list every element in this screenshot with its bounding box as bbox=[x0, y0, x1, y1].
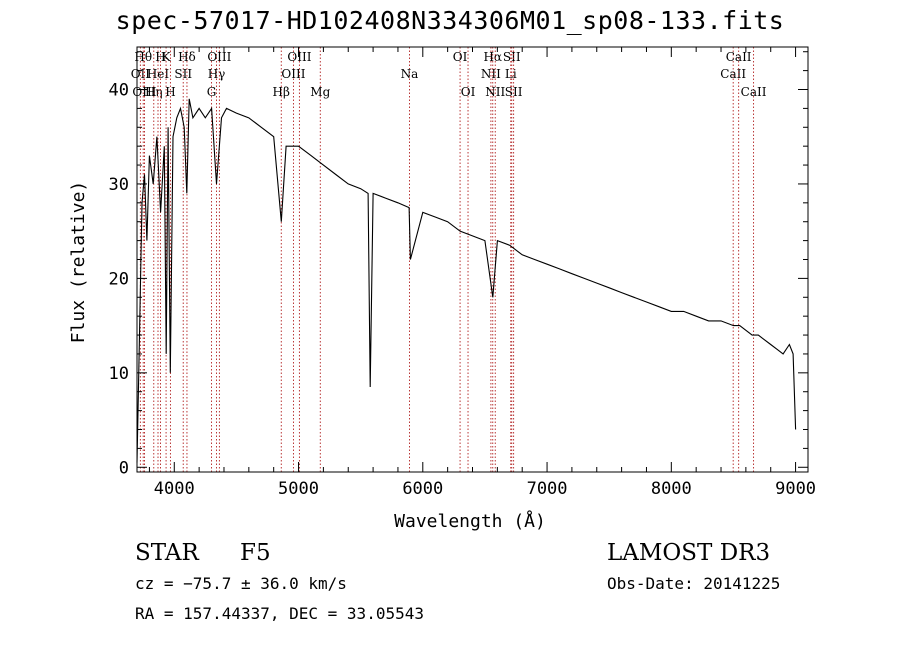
line-label: OIII bbox=[132, 85, 156, 99]
observation-date: Obs-Date: 20141225 bbox=[607, 574, 781, 593]
survey-label: LAMOST DR3 bbox=[607, 540, 771, 566]
x-axis-label: Wavelength (Å) bbox=[394, 510, 546, 532]
line-label: Na bbox=[401, 67, 419, 81]
line-label: CaII bbox=[741, 85, 767, 99]
line-label: Hγ bbox=[208, 67, 226, 81]
spectral-line-markers: OIIHθOIIIHηHeIHKHSIIHδGHγOIIIHβOIIIOIIIM… bbox=[131, 47, 767, 472]
line-label: Mg bbox=[310, 85, 330, 99]
line-label: SII bbox=[503, 50, 521, 64]
line-label: HeI bbox=[147, 67, 170, 81]
axis-ticks: 4000 5000 6000 7000 8000 9000 0 10 20 30 40 bbox=[109, 47, 816, 499]
x-tick-label: 8000 bbox=[651, 479, 692, 499]
line-label: NII bbox=[485, 85, 505, 99]
object-subclass: F5 bbox=[240, 540, 271, 566]
y-tick-label: 20 bbox=[109, 269, 129, 289]
line-label: OI bbox=[461, 85, 476, 99]
line-label: CaII bbox=[720, 67, 746, 81]
y-axis-label: Flux (relative) bbox=[68, 181, 89, 344]
line-label: OIII bbox=[287, 50, 311, 64]
y-tick-label: 40 bbox=[109, 81, 129, 101]
line-label: NII bbox=[481, 67, 501, 81]
line-label: Hδ bbox=[178, 50, 196, 64]
chart-title: spec-57017-HD102408N334306M01_sp08-133.f… bbox=[115, 6, 785, 35]
line-label: Li bbox=[505, 67, 517, 81]
line-label: OIII bbox=[207, 50, 231, 64]
x-tick-label: 7000 bbox=[527, 479, 568, 499]
y-tick-label: 0 bbox=[119, 458, 129, 478]
line-label: H bbox=[165, 85, 175, 99]
object-class: STAR bbox=[135, 540, 199, 566]
plot-frame bbox=[136, 46, 809, 473]
line-label: K bbox=[162, 50, 172, 64]
line-label: OIII bbox=[281, 67, 305, 81]
line-label: H bbox=[155, 50, 165, 64]
x-tick-label: 4000 bbox=[154, 479, 195, 499]
line-label: G bbox=[207, 85, 217, 99]
line-label: CaII bbox=[726, 50, 752, 64]
coordinates-readout: RA = 157.44337, DEC = 33.05543 bbox=[135, 604, 424, 623]
line-label: Hβ bbox=[273, 85, 290, 99]
line-label: OI bbox=[453, 50, 468, 64]
x-tick-label: 6000 bbox=[402, 479, 443, 499]
redshift-readout: cz = −75.7 ± 36.0 km/s bbox=[135, 574, 347, 593]
line-label: OII bbox=[131, 67, 151, 81]
spectrum-line bbox=[136, 98, 797, 463]
y-tick-label: 10 bbox=[109, 364, 129, 384]
line-label: Hα bbox=[483, 50, 502, 64]
line-label: Hθ bbox=[134, 50, 152, 64]
line-label: SII bbox=[505, 85, 523, 99]
line-label: SII bbox=[174, 67, 192, 81]
x-tick-label: 5000 bbox=[278, 479, 319, 499]
line-label: Hη bbox=[145, 85, 163, 99]
y-tick-label: 30 bbox=[109, 175, 129, 195]
x-tick-label: 9000 bbox=[775, 479, 816, 499]
